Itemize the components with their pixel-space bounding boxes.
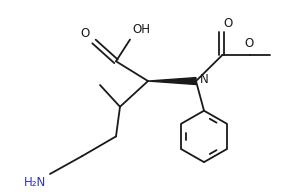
Text: N: N [200, 73, 209, 86]
Text: O: O [81, 26, 90, 40]
Text: O: O [244, 37, 254, 50]
Polygon shape [148, 78, 196, 84]
Text: OH: OH [132, 23, 150, 36]
Text: H₂N: H₂N [24, 176, 46, 189]
Text: O: O [223, 17, 232, 30]
